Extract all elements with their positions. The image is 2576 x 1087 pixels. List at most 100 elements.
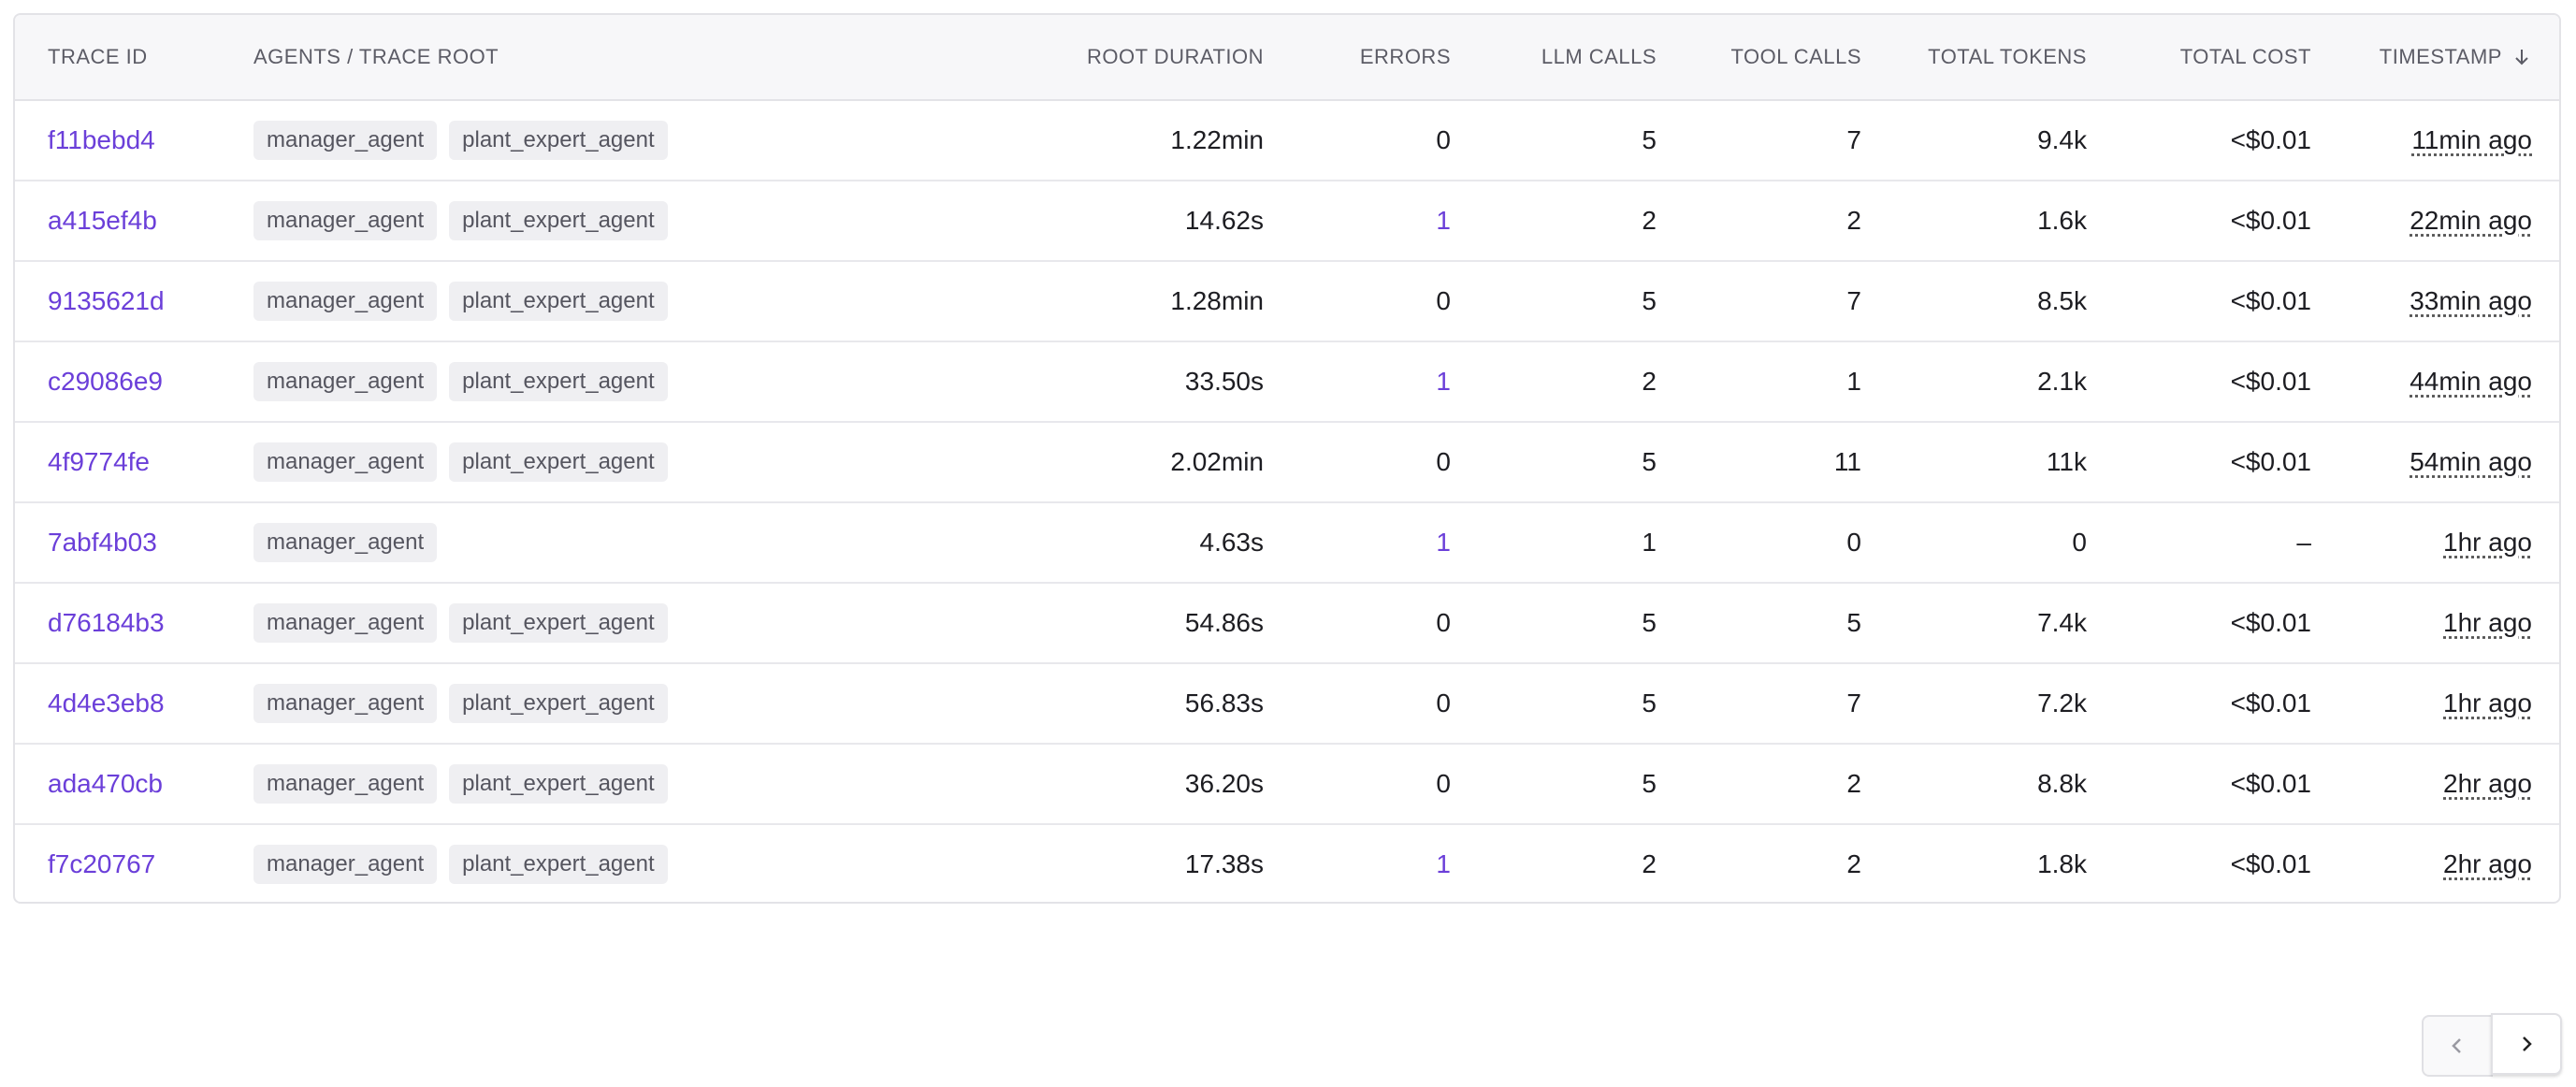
trace-id[interactable]: c29086e9	[48, 367, 164, 396]
trace-id[interactable]: d76184b3	[48, 608, 165, 637]
tool-calls-cell: 7	[1846, 664, 1861, 743]
llm-calls: 5	[1642, 447, 1657, 476]
agent-tag: manager_agent	[253, 362, 438, 401]
tool-calls-cell: 11	[1834, 423, 1861, 501]
timestamp-cell: 33min ago	[2410, 262, 2532, 341]
errors-cell: 0	[1436, 745, 1451, 823]
timestamp-cell: 2hr ago	[2443, 825, 2532, 902]
errors[interactable]: 1	[1436, 849, 1451, 878]
column-header-label: TRACE ID	[48, 45, 148, 68]
column-header: TOOL CALLS	[1730, 15, 1861, 99]
trace-id[interactable]: f11bebd4	[48, 125, 155, 154]
column-header-label: ROOT DURATION	[1086, 45, 1264, 68]
root-duration-cell: 17.38s	[1185, 825, 1264, 902]
root-duration-cell: 14.62s	[1185, 181, 1264, 260]
timestamp: 1hr ago	[2443, 528, 2532, 557]
table-row: d76184b3 manager_agent plant_expert_agent 5…	[15, 584, 2559, 664]
llm-calls: 5	[1642, 769, 1657, 798]
root-duration: 14.62s	[1184, 206, 1264, 235]
column-header: ERRORS	[1360, 15, 1451, 99]
errors-cell: 0	[1436, 664, 1451, 743]
column-header: AGENTS / TRACE ROOT	[253, 15, 499, 99]
trace-id[interactable]: 7abf4b03	[48, 528, 157, 557]
root-duration: 1.28min	[1170, 286, 1264, 315]
llm-calls-cell: 5	[1642, 745, 1657, 823]
total-tokens: 7.2k	[2037, 688, 2087, 717]
table-header: TRACE ID AGENTS / TRACE ROOT ROOT DURATION…	[15, 15, 2559, 101]
errors: 0	[1436, 125, 1451, 154]
agent-tag: manager_agent	[253, 442, 438, 482]
trace-id[interactable]: 9135621d	[48, 286, 165, 315]
tool-calls-cell: 1	[1846, 342, 1861, 421]
total-cost-cell: <$0.01	[2231, 584, 2311, 662]
total-tokens: 7.4k	[2037, 608, 2087, 637]
errors: 0	[1436, 688, 1451, 717]
llm-calls-cell: 5	[1642, 664, 1657, 743]
root-duration: 56.83s	[1184, 688, 1264, 717]
timestamp: 1hr ago	[2443, 608, 2532, 637]
trace-id-cell: c29086e9	[48, 342, 163, 421]
errors[interactable]: 1	[1436, 528, 1451, 557]
root-duration-cell: 36.20s	[1185, 745, 1264, 823]
table-row: f11bebd4 manager_agent plant_expert_agent 1…	[15, 101, 2559, 181]
root-duration-cell: 1.28min	[1170, 262, 1264, 341]
trace-id[interactable]: 4f9774fe	[48, 447, 150, 476]
total-cost-cell: <$0.01	[2231, 423, 2311, 501]
llm-calls: 1	[1642, 528, 1657, 557]
trace-id[interactable]: a415ef4b	[48, 206, 157, 235]
table-row: 7abf4b03 manager_agent 4.63s 1 1 0 0 – 1hr ago	[15, 503, 2559, 584]
total-cost: –	[2296, 528, 2311, 557]
errors-cell: 1	[1436, 181, 1451, 260]
column-header-label: TOTAL TOKENS	[1928, 45, 2087, 68]
total-tokens: 2.1k	[2037, 367, 2087, 396]
trace-id-cell: 4d4e3eb8	[48, 664, 165, 743]
total-tokens-cell: 11k	[2047, 423, 2087, 501]
total-tokens: 8.8k	[2037, 769, 2087, 798]
total-cost: <$0.01	[2230, 849, 2311, 878]
total-tokens-cell: 0	[2072, 503, 2087, 582]
trace-id[interactable]: f7c20767	[48, 849, 156, 878]
llm-calls-cell: 5	[1642, 584, 1657, 662]
agents-cell: manager_agent plant_expert_agent	[253, 664, 680, 743]
timestamp-cell: 1hr ago	[2443, 503, 2532, 582]
trace-id-cell: 9135621d	[48, 262, 165, 341]
llm-calls-cell: 5	[1642, 262, 1657, 341]
prev-page-button[interactable]	[2422, 1015, 2493, 1077]
errors: 0	[1436, 608, 1451, 637]
total-tokens-cell: 1.6k	[2037, 181, 2087, 260]
trace-id[interactable]: 4d4e3eb8	[48, 688, 165, 717]
column-header: ROOT DURATION	[1087, 15, 1264, 99]
total-tokens: 11k	[2046, 447, 2087, 476]
errors[interactable]: 1	[1436, 367, 1451, 396]
next-page-button[interactable]	[2491, 1013, 2562, 1075]
column-header-label: TOOL CALLS	[1730, 45, 1861, 68]
llm-calls: 2	[1642, 849, 1657, 878]
total-cost-cell: –	[2296, 503, 2311, 582]
errors[interactable]: 1	[1436, 206, 1451, 235]
tool-calls-cell: 5	[1846, 584, 1861, 662]
llm-calls-cell: 1	[1642, 503, 1657, 582]
timestamp-cell: 1hr ago	[2443, 584, 2532, 662]
llm-calls: 5	[1642, 286, 1657, 315]
total-cost-cell: <$0.01	[2231, 262, 2311, 341]
total-tokens-cell: 2.1k	[2037, 342, 2087, 421]
agents-cell: manager_agent plant_expert_agent	[253, 262, 680, 341]
trace-id-cell: a415ef4b	[48, 181, 157, 260]
trace-id[interactable]: ada470cb	[48, 769, 164, 798]
table-row: f7c20767 manager_agent plant_expert_agent 1…	[15, 825, 2559, 902]
agent-tag: plant_expert_agent	[449, 362, 668, 401]
total-tokens-cell: 8.5k	[2037, 262, 2087, 341]
column-header: TRACE ID	[48, 15, 148, 99]
column-header-label: ERRORS	[1359, 45, 1451, 68]
total-tokens: 1.6k	[2037, 206, 2087, 235]
root-duration-cell: 2.02min	[1170, 423, 1264, 501]
agents-cell: manager_agent plant_expert_agent	[253, 423, 680, 501]
root-duration-cell: 4.63s	[1200, 503, 1265, 582]
column-header-label: TOTAL COST	[2179, 45, 2311, 68]
table-row: c29086e9 manager_agent plant_expert_agent 3…	[15, 342, 2559, 423]
errors-cell: 0	[1436, 423, 1451, 501]
agent-tag: plant_expert_agent	[449, 684, 668, 723]
traces-table: TRACE ID AGENTS / TRACE ROOT ROOT DURATION…	[13, 13, 2561, 904]
tool-calls: 7	[1846, 688, 1861, 717]
